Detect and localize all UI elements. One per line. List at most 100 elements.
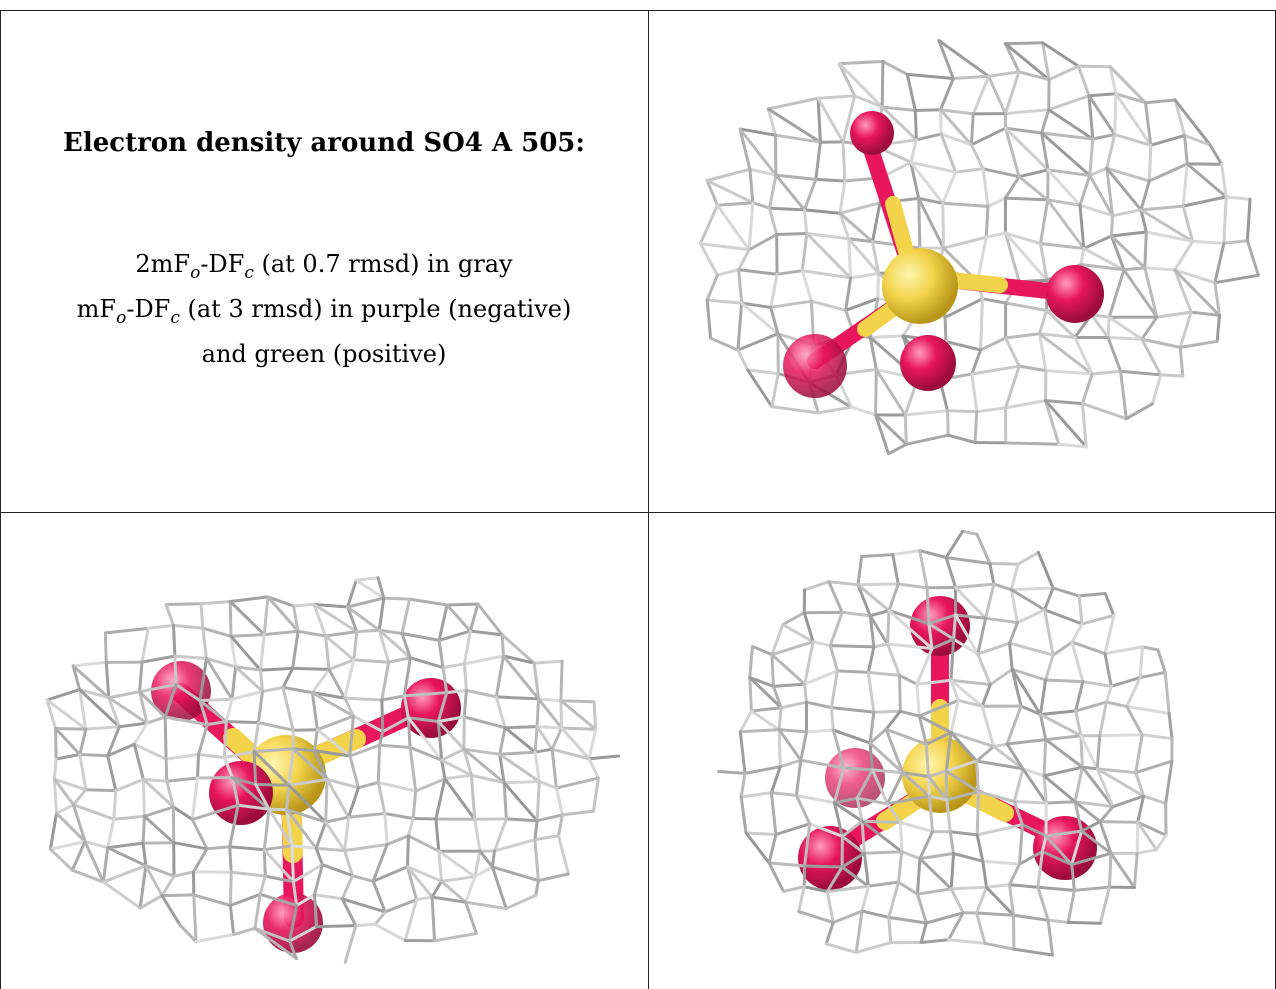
mesh-edge bbox=[1108, 65, 1118, 96]
mesh-edge bbox=[377, 628, 391, 664]
mesh-edge bbox=[141, 777, 175, 809]
mesh-edge bbox=[437, 849, 477, 879]
mesh-edge bbox=[1074, 709, 1083, 738]
mesh-edge bbox=[774, 173, 818, 181]
mesh-edge bbox=[464, 900, 478, 935]
mesh-edge bbox=[1042, 765, 1084, 778]
mesh-edge bbox=[916, 857, 922, 896]
mesh-edge bbox=[1098, 820, 1113, 855]
mesh-edge bbox=[949, 852, 955, 891]
mesh-edge bbox=[1143, 266, 1177, 272]
mesh-edge bbox=[1095, 767, 1115, 809]
mesh-edge bbox=[253, 892, 262, 930]
mesh-edge bbox=[981, 167, 1021, 179]
mesh-edge bbox=[236, 803, 271, 811]
mesh-edge bbox=[1095, 734, 1102, 771]
mesh-edge bbox=[1220, 162, 1228, 199]
mesh-edge bbox=[1082, 234, 1113, 250]
mesh-edge bbox=[1017, 70, 1051, 82]
mesh-edge bbox=[975, 911, 1015, 917]
mesh-edge bbox=[1105, 133, 1117, 170]
mesh-edge bbox=[1042, 774, 1048, 805]
mesh-edge bbox=[376, 743, 382, 784]
mesh-edge bbox=[403, 898, 418, 942]
mesh-edge bbox=[832, 801, 844, 838]
mesh-edge bbox=[927, 622, 934, 650]
mesh-edge bbox=[1139, 204, 1185, 212]
mesh-edge bbox=[951, 74, 991, 80]
mesh-edge bbox=[1089, 313, 1110, 339]
mesh-edge bbox=[797, 910, 835, 925]
mesh-edge bbox=[981, 859, 1021, 866]
mesh-edge bbox=[904, 433, 950, 446]
mesh-edge bbox=[1004, 336, 1021, 368]
mesh-edge bbox=[1136, 794, 1146, 824]
mesh-edge bbox=[838, 211, 874, 244]
mesh-edge bbox=[946, 433, 977, 444]
mesh-edge bbox=[952, 613, 957, 641]
mesh-edge bbox=[969, 143, 985, 171]
mesh-edge bbox=[1134, 771, 1146, 798]
mesh-edge bbox=[799, 758, 846, 770]
mesh-edge bbox=[1066, 920, 1102, 925]
mesh-edge bbox=[1109, 234, 1126, 272]
density-view-svg bbox=[45, 576, 621, 964]
mesh-edge bbox=[767, 861, 785, 893]
mesh-edge bbox=[84, 788, 118, 793]
mesh-edge bbox=[885, 771, 905, 806]
mesh-edge bbox=[809, 299, 848, 312]
mesh-edge bbox=[1139, 208, 1148, 234]
mesh-edge bbox=[832, 801, 864, 823]
mesh-edge bbox=[230, 776, 240, 807]
mesh-edge bbox=[371, 843, 389, 883]
mesh-edge bbox=[915, 647, 934, 686]
mesh-edge bbox=[916, 892, 928, 925]
mesh-edge bbox=[975, 823, 1024, 837]
mesh-edge bbox=[853, 94, 884, 109]
mesh-edge bbox=[777, 706, 783, 732]
mesh-edge bbox=[1181, 162, 1189, 208]
mesh-edge bbox=[816, 96, 845, 144]
mesh-edge bbox=[947, 911, 965, 942]
mesh-edge bbox=[196, 752, 200, 780]
mesh-edge bbox=[976, 616, 988, 656]
mesh-edge bbox=[197, 723, 209, 756]
mesh-edge bbox=[946, 409, 979, 414]
mesh-edge bbox=[440, 758, 473, 777]
mesh-edge bbox=[887, 609, 931, 626]
mesh-edge bbox=[954, 167, 985, 174]
mesh-edge bbox=[78, 688, 88, 731]
mesh-edge bbox=[103, 631, 108, 664]
mesh-edge bbox=[400, 632, 441, 642]
mesh-edge bbox=[1042, 738, 1048, 778]
mesh-edge bbox=[1087, 94, 1117, 136]
mesh-edge bbox=[312, 749, 352, 758]
mesh-edge bbox=[824, 942, 858, 954]
mesh-edge bbox=[205, 657, 238, 669]
mesh-edge bbox=[285, 808, 318, 850]
mesh-edge bbox=[347, 812, 387, 819]
mesh-edge bbox=[1215, 313, 1221, 343]
mesh-edge bbox=[1008, 621, 1019, 645]
mesh-edge bbox=[468, 602, 480, 633]
mesh-edge bbox=[352, 658, 391, 664]
view-top-right bbox=[650, 11, 1274, 511]
mesh-edge bbox=[1107, 315, 1144, 341]
mesh-edge bbox=[956, 698, 984, 708]
mesh-edge bbox=[1044, 399, 1061, 446]
mesh-edge bbox=[262, 844, 294, 852]
mesh-edge bbox=[262, 848, 295, 884]
mesh-edge bbox=[1138, 645, 1144, 680]
mesh-edge bbox=[979, 297, 984, 352]
mesh-edge bbox=[1167, 711, 1174, 741]
mesh-edge bbox=[828, 644, 839, 673]
mesh-edge bbox=[504, 893, 538, 911]
mesh-edge bbox=[1213, 273, 1260, 285]
mesh-edge bbox=[928, 794, 949, 802]
mesh-edge bbox=[871, 240, 880, 275]
mesh-edge bbox=[1080, 820, 1102, 833]
mesh-edge bbox=[138, 660, 144, 694]
mesh-edge bbox=[804, 700, 833, 710]
mesh-edge bbox=[825, 890, 835, 925]
mesh-edge bbox=[1037, 332, 1094, 376]
